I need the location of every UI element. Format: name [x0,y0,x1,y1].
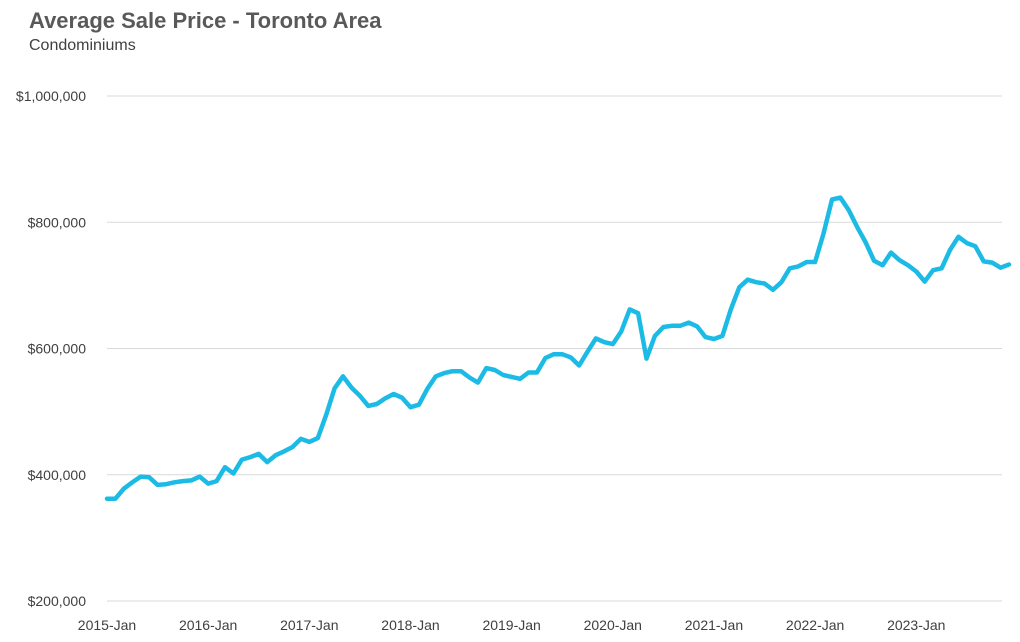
x-tick-label: 2020-Jan [584,617,642,633]
y-tick-label: $400,000 [28,467,87,483]
series-layer [104,195,1012,501]
x-tick-label: 2015-Jan [78,617,136,633]
series-line [104,195,1012,501]
y-tick-label: $600,000 [28,341,87,357]
y-axis: $1,000,000 $800,000 $600,000 $400,000 $200,0… [16,88,86,609]
x-tick-label: 2022-Jan [786,617,844,633]
y-tick-label: $800,000 [28,214,87,230]
x-tick-label: 2017-Jan [280,617,338,633]
gridlines [107,95,1002,602]
x-tick-label: 2019-Jan [482,617,540,633]
chart-subtitle: Condominiums [29,37,136,54]
x-tick-label: 2016-Jan [179,617,237,633]
y-tick-label: $1,000,000 [16,88,86,104]
chart-title: Average Sale Price - Toronto Area [29,8,382,33]
x-tick-label: 2021-Jan [685,617,743,633]
x-axis: 2015-Jan 2016-Jan 2017-Jan 2018-Jan 2019-Jan… [78,617,946,633]
x-tick-label: 2023-Jan [887,617,945,633]
x-tick-label: 2018-Jan [381,617,439,633]
y-tick-label: $200,000 [28,593,87,609]
